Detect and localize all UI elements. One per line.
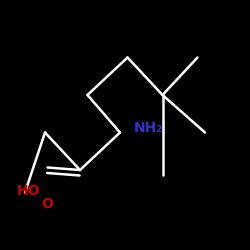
Text: NH₂: NH₂	[134, 120, 163, 134]
Text: HO: HO	[16, 184, 40, 198]
Text: O: O	[42, 197, 54, 211]
